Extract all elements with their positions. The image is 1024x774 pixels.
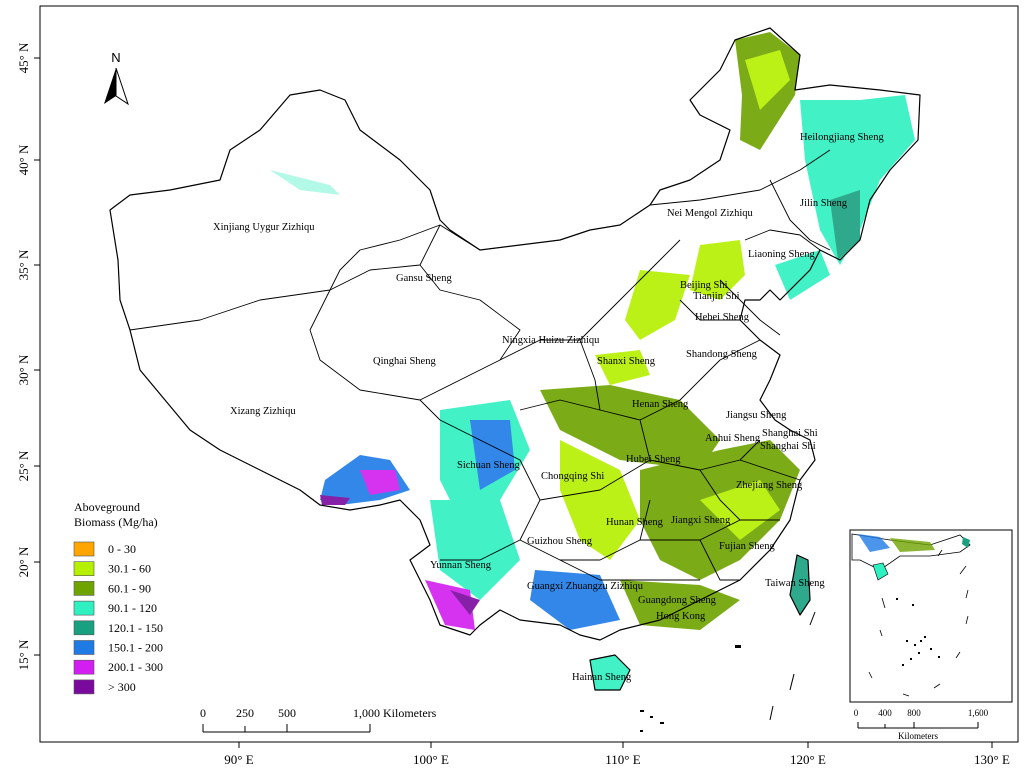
scale-label-500: 500 [278, 706, 296, 720]
inset-scale-0: 0 [854, 708, 859, 718]
province-boundaries [129, 149, 831, 581]
region-label: Jiangsu Sheng [726, 410, 787, 421]
legend-label: > 300 [108, 680, 136, 694]
legend-label: 200.1 - 300 [108, 660, 163, 674]
region-label: Nei Mengol Zizhiqu [667, 208, 753, 219]
legend-label: 150.1 - 200 [108, 641, 163, 655]
region-label: Ningxia Huizu Zizhiqu [502, 335, 600, 346]
region-label: Jilin Sheng [800, 198, 848, 209]
legend-title-line2: Biomass (Mg/ha) [74, 515, 158, 529]
region-label: Shanxi Sheng [597, 356, 656, 367]
lat-tick-20: 20° N [16, 546, 31, 577]
legend-label: 30.1 - 60 [108, 562, 151, 576]
legend-swatch [73, 600, 95, 616]
region-label: Shanghai Shi [760, 441, 816, 452]
lon-tick-90: 90° E [224, 752, 253, 767]
region-label: Anhui Sheng [705, 433, 761, 444]
hainan-outline [589, 654, 631, 691]
region-label: Jiangxi Sheng [671, 515, 731, 526]
scale-bar: 0 250 500 1,000 Kilometers [200, 706, 437, 733]
region-label: Hubei Sheng [626, 454, 681, 465]
legend-swatch [73, 679, 95, 695]
legend-swatch [73, 561, 95, 577]
region-label: Fujian Sheng [719, 541, 775, 552]
biomass-raster [270, 32, 915, 690]
region-label: Taiwan Sheng [765, 578, 825, 589]
inset-scale-unit: Kilometers [898, 731, 938, 741]
lat-tick-35: 35° N [16, 249, 31, 280]
sea-islands [640, 611, 816, 732]
legend-swatch [73, 541, 95, 557]
lon-tick-130: 130° E [974, 752, 1010, 767]
legend-swatch [73, 581, 95, 596]
scale-label-1000: 1,000 Kilometers [353, 706, 437, 720]
map-frame [39, 5, 1019, 743]
north-arrow: N [104, 50, 129, 106]
legend-label: 90.1 - 120 [108, 601, 157, 615]
region-label: Guangdong Sheng [638, 595, 717, 606]
legend-swatch [73, 640, 95, 655]
region-label: Tianjin Shi [693, 291, 740, 302]
legend-label: 120.1 - 150 [108, 621, 163, 635]
lon-tick-110: 110° E [605, 752, 640, 767]
legend-label: 60.1 - 90 [108, 581, 151, 595]
region-label: Xizang Zizhiqu [230, 406, 296, 417]
legend: Aboveground Biomass (Mg/ha) 0 - 30 30.1 -… [73, 500, 163, 695]
inset-map: 0 400 800 1,600 Kilometers [849, 529, 1013, 741]
region-label: Hunan Sheng [606, 517, 664, 528]
inset-scale-400: 400 [878, 708, 892, 718]
region-label: Yunnan Sheng [430, 560, 492, 571]
region-label: Shandong Sheng [686, 349, 758, 360]
lat-ticks: 45° N 40° N 35° N 30° N 25° N 20° N 15° … [16, 42, 40, 670]
taiwan-outline [789, 554, 811, 616]
region-label: Zhejiang Sheng [736, 480, 803, 491]
region-label: Beijing Shi [680, 280, 728, 291]
region-label: Guizhou Sheng [527, 536, 593, 547]
region-labels: Heilongjiang Sheng Jilin Sheng Liaoning … [213, 132, 884, 683]
inset-scale-800: 800 [907, 708, 921, 718]
region-label: Qinghai Sheng [373, 356, 436, 367]
scale-label-250: 250 [236, 706, 254, 720]
region-label: Xinjiang Uygur Zizhiqu [213, 222, 315, 233]
legend-swatch [73, 620, 95, 636]
region-label: Gansu Sheng [396, 273, 452, 284]
region-label: Liaoning Sheng [748, 249, 816, 260]
legend-label: 0 - 30 [108, 542, 136, 556]
region-label: Hong Kong [656, 611, 706, 622]
region-label: Hainan Sheng [572, 672, 632, 683]
lat-tick-25: 25° N [16, 450, 31, 481]
scale-label-0: 0 [200, 706, 206, 720]
region-label: Shanghai Shi [762, 428, 818, 439]
lon-tick-100: 100° E [413, 752, 449, 767]
lat-tick-40: 40° N [16, 144, 31, 175]
inset-scale-1600: 1,600 [968, 708, 989, 718]
legend-swatch [73, 659, 95, 675]
lon-tick-120: 120° E [790, 752, 826, 767]
lon-ticks: 90° E 100° E 110° E 120° E 130° E [224, 742, 1010, 767]
legend-title-line1: Aboveground [74, 500, 140, 514]
region-label: Sichuan Sheng [457, 460, 520, 471]
lat-tick-15: 15° N [16, 639, 31, 670]
region-label: Henan Sheng [632, 399, 689, 410]
north-label: N [111, 50, 120, 65]
country-boundary [109, 27, 921, 641]
lat-tick-30: 30° N [16, 354, 31, 385]
lat-tick-45: 45° N [16, 42, 31, 73]
region-label: Heilongjiang Sheng [800, 132, 884, 143]
region-label: Hebei Sheng [695, 312, 750, 323]
region-label: Guangxi Zhuangzu Zizhiqu [527, 581, 644, 592]
region-label: Chongqing Shi [541, 471, 604, 482]
